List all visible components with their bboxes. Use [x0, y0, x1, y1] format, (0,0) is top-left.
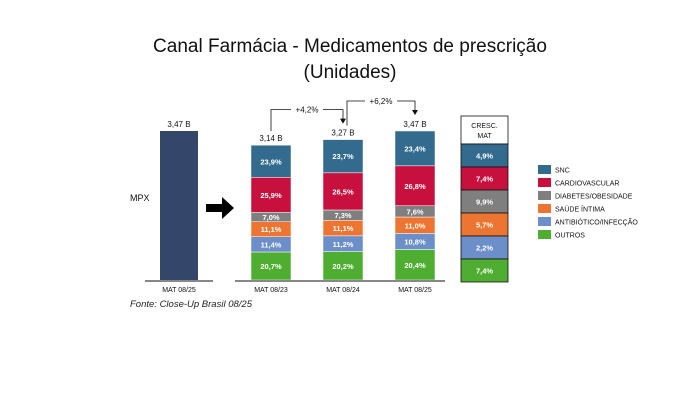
growth-value: 9,9% — [476, 198, 493, 207]
legend-label: SAÚDE ÍNTIMA — [555, 205, 605, 214]
segment-label: 11,1% — [261, 225, 282, 234]
segment-label: 26,5% — [332, 187, 354, 196]
legend-swatch — [538, 191, 551, 200]
legend-label: CARDIOVASCULAR — [555, 181, 619, 188]
growth-header-line-2: MAT — [477, 133, 492, 140]
legend-swatch — [538, 204, 551, 213]
segment-label: 11,2% — [333, 240, 354, 249]
growth-label-bg — [291, 103, 323, 115]
segment-label: 11,4% — [261, 240, 282, 249]
segment-label: 20,7% — [260, 262, 282, 271]
growth-label: +6,2% — [370, 97, 393, 106]
growth-value: 2,2% — [476, 244, 493, 253]
growth-value: 7,4% — [476, 267, 493, 276]
legend-label: DIABETES/OBESIDADE — [555, 194, 633, 201]
growth-cell — [460, 258, 509, 283]
chart-title: Canal Farmácia - Medicamentos de prescri… — [0, 34, 700, 86]
segment-label: 11,0% — [405, 221, 426, 230]
category-label: MAT 08/23 — [254, 287, 288, 294]
legend-label: OUTROS — [555, 233, 585, 240]
growth-header-line-1: CRESC. — [471, 123, 498, 130]
legend-label: ANTIBIÓTICO/INFECÇÃO — [555, 218, 638, 227]
mpx-label: MPX — [130, 193, 150, 203]
segment-label: 23,4% — [404, 144, 426, 153]
bar-segment — [394, 249, 436, 281]
segment-label: 23,9% — [260, 157, 282, 166]
segment-label: 10,8% — [404, 238, 426, 247]
right-arrow-icon — [206, 197, 234, 219]
growth-header-box — [460, 115, 509, 145]
title-line-2: (Unidades) — [303, 62, 397, 83]
title-line-1: Canal Farmácia - Medicamentos de prescri… — [153, 36, 547, 57]
growth-label: +4,2% — [296, 106, 319, 115]
bar-segment — [250, 251, 292, 281]
segment-label: 25,9% — [260, 191, 282, 200]
bar-segment — [322, 251, 364, 281]
growth-value: 7,4% — [476, 175, 493, 184]
mpx-bar — [160, 131, 198, 280]
total-label: 3,47 B — [403, 120, 426, 129]
arrow-down-icon — [340, 118, 346, 124]
legend-swatch — [538, 230, 551, 239]
total-label: 3,27 B — [331, 129, 354, 138]
total-label: 3,14 B — [259, 134, 282, 143]
segment-label: 7,6% — [406, 207, 423, 216]
legend-label: SNC — [555, 168, 570, 175]
category-label: MAT 08/24 — [326, 287, 360, 294]
bar-segment — [250, 144, 292, 178]
segment-label: 23,7% — [332, 152, 354, 161]
bar-segment — [394, 165, 436, 207]
category-label: MAT 08/25 — [398, 287, 432, 294]
growth-value: 5,7% — [476, 221, 493, 230]
segment-label: 11,1% — [333, 224, 354, 233]
segment-label: 20,4% — [404, 261, 426, 270]
legend-swatch — [538, 165, 551, 174]
legend-swatch — [538, 217, 551, 226]
growth-value: 4,9% — [476, 152, 493, 161]
growth-label-bg — [365, 95, 397, 106]
arrow-down-icon — [412, 110, 418, 115]
bar-segment — [394, 130, 436, 167]
mpx-category-label: MAT 08/25 — [162, 287, 196, 294]
legend-swatch — [538, 178, 551, 187]
segment-label: 7,0% — [262, 213, 279, 222]
bar-segment — [322, 172, 364, 211]
segment-label: 26,8% — [404, 182, 426, 191]
source-note: Fonte: Close-Up Brasil 08/25 — [130, 299, 252, 310]
segment-label: 7,3% — [334, 211, 351, 220]
mpx-total-label: 3,47 B — [167, 120, 190, 129]
segment-label: 20,2% — [332, 262, 354, 271]
